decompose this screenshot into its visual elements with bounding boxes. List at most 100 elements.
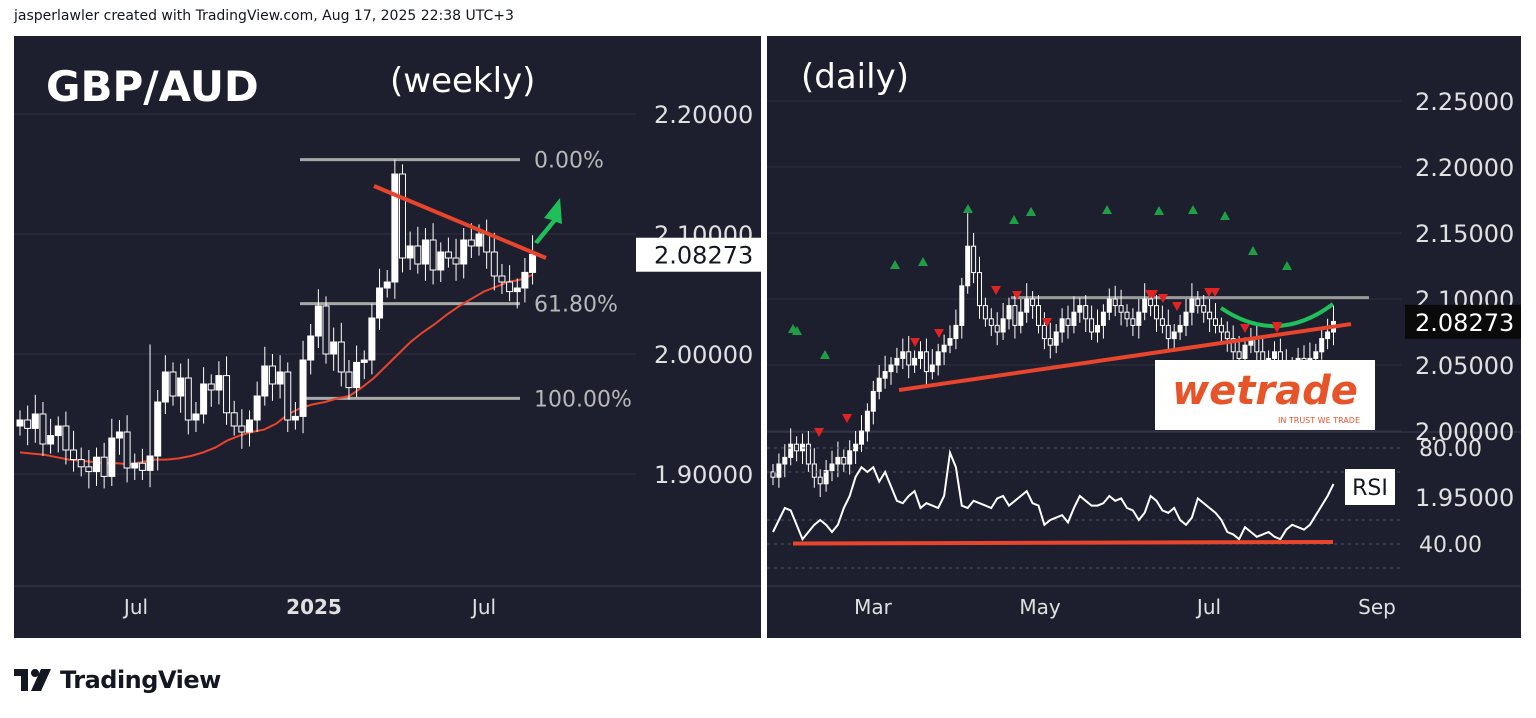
candle	[223, 375, 231, 414]
candle	[953, 324, 959, 340]
candle	[108, 437, 116, 477]
rsi-label: RSI	[1352, 476, 1388, 501]
tradingview-logo-icon	[14, 669, 51, 691]
down-marker-icon	[842, 414, 852, 423]
down-marker-icon	[934, 329, 944, 338]
candle	[864, 410, 870, 432]
candle	[1130, 318, 1136, 326]
up-marker-icon	[1009, 215, 1019, 224]
x-tick-label: Jul	[1195, 595, 1221, 619]
candle	[977, 272, 982, 307]
candle	[85, 466, 93, 473]
candle	[935, 351, 941, 366]
candle	[1118, 305, 1124, 313]
candle	[876, 377, 882, 392]
candle	[988, 318, 994, 326]
candle	[138, 462, 146, 471]
candle	[131, 462, 139, 469]
candle	[1059, 318, 1065, 333]
up-marker-icon	[963, 204, 973, 213]
candle	[1100, 311, 1106, 326]
candle	[1041, 324, 1047, 340]
up-marker-icon	[1102, 205, 1112, 214]
candle	[1077, 305, 1083, 313]
y-tick-label: 1.95000	[1415, 484, 1514, 512]
y-tick-label: 2.00000	[1415, 418, 1514, 446]
candle	[1230, 338, 1236, 353]
y-tick-label: 2.00000	[654, 341, 753, 369]
candle	[115, 431, 123, 439]
descending-trendline	[373, 184, 547, 260]
up-marker-icon	[1220, 211, 1230, 220]
candle	[1036, 305, 1041, 326]
candle	[506, 281, 514, 293]
candle	[31, 413, 39, 429]
candle	[1195, 298, 1201, 307]
daily-chart[interactable]: 2.250002.200002.150002.100002.050002.000…	[767, 36, 1521, 638]
candle	[906, 351, 912, 366]
tradingview-logo[interactable]: TradingView	[14, 666, 221, 694]
candle	[1095, 324, 1100, 333]
x-tick-label: Mar	[854, 595, 893, 619]
fib-level-label: 0.00%	[534, 149, 604, 174]
candle	[39, 413, 47, 445]
down-marker-icon	[991, 286, 1001, 295]
candle	[1024, 298, 1030, 313]
candle	[817, 476, 823, 485]
weekly-chart[interactable]: 0.00%61.80%100.00% 2.200002.100002.00000…	[14, 36, 761, 638]
candle	[835, 456, 841, 465]
candle	[882, 371, 888, 379]
candle	[498, 275, 506, 283]
candle	[307, 335, 315, 361]
candle	[337, 341, 345, 373]
candle	[971, 245, 977, 274]
down-marker-icon	[1172, 302, 1182, 311]
candle	[429, 239, 437, 271]
x-tick-label: Jul	[122, 595, 148, 619]
candle	[452, 257, 460, 265]
candle	[847, 450, 853, 465]
candle	[1224, 331, 1230, 340]
candle	[1159, 318, 1165, 326]
candle	[200, 383, 208, 415]
candle	[16, 419, 24, 427]
fib-level-label: 61.80%	[534, 293, 618, 318]
candle	[437, 251, 445, 271]
candle	[184, 377, 192, 421]
candle	[959, 285, 965, 326]
down-marker-icon	[1158, 294, 1168, 303]
candle	[941, 344, 947, 353]
tradingview-brand: TradingView	[60, 666, 221, 694]
candle	[154, 401, 162, 457]
candle	[1030, 298, 1036, 307]
candle	[521, 271, 529, 289]
candle	[77, 459, 85, 468]
fib-level-label: 100.00%	[534, 387, 632, 412]
candle	[947, 338, 953, 346]
candle	[467, 239, 475, 247]
up-marker-icon	[820, 350, 830, 359]
candle	[483, 233, 491, 253]
candle	[414, 245, 422, 265]
candle	[912, 357, 918, 366]
candle	[1006, 305, 1012, 320]
candle	[929, 364, 935, 373]
candle	[146, 455, 154, 471]
candle	[1177, 324, 1183, 333]
candle	[1154, 305, 1159, 320]
candle	[284, 371, 292, 421]
candle	[24, 419, 32, 429]
candle	[123, 431, 131, 469]
candle	[490, 251, 498, 277]
down-marker-icon	[910, 338, 920, 347]
candle	[1000, 318, 1006, 333]
weekly-chart-panel[interactable]: 0.00% 61.80% 100.00% 2.20000 2.10000 2.00000…	[14, 36, 761, 638]
candle	[376, 287, 384, 319]
candle	[513, 287, 521, 293]
candle	[894, 357, 900, 366]
daily-chart-panel[interactable]: 2.25000 2.20000 2.15000 2.10000 2.05000 2.000…	[767, 36, 1521, 638]
candle	[1089, 318, 1095, 333]
candle	[406, 245, 414, 259]
candle	[1207, 311, 1213, 320]
candle	[1313, 351, 1319, 359]
